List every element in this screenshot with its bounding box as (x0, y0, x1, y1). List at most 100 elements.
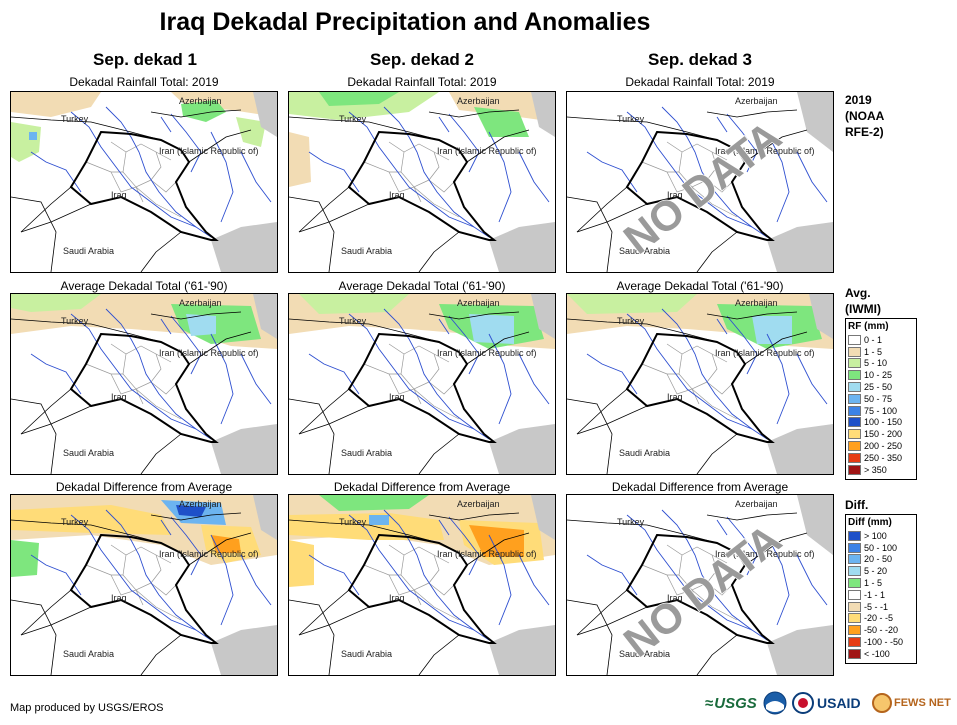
river-line (210, 534, 234, 626)
diff-legend-label: -20 - -5 (864, 613, 894, 624)
river-line (160, 519, 172, 536)
map-panel-r1-c2: Azerbaijan Turkey Iran (Islamic Republic o… (288, 91, 556, 273)
precip-fill (289, 540, 314, 587)
country-border (188, 532, 252, 566)
country-border (744, 129, 808, 163)
province-boundary (155, 353, 172, 363)
iraq-border (347, 332, 497, 443)
label-iran: Iran (Islamic Republic of) (715, 348, 815, 358)
precip-fill (469, 314, 514, 344)
rf-legend-label: 200 - 250 (864, 441, 903, 452)
province-boundary (711, 151, 728, 161)
province-boundary (155, 151, 172, 161)
river-line (448, 113, 480, 173)
precip-fill (11, 505, 171, 535)
map-panel-r1-c3: Azerbaijan Turkey Iran (Islamic Republic o… (566, 91, 834, 273)
river-line (383, 308, 490, 440)
river-line (170, 315, 202, 375)
province-boundary (711, 353, 728, 363)
rf-legend-label: 150 - 200 (864, 429, 903, 440)
province-boundary (400, 554, 430, 591)
row-label-avg: Avg. (IWMI) (845, 286, 881, 316)
label-saudi-arabia: Saudi Arabia (619, 246, 670, 256)
sea-shape (767, 424, 833, 474)
river-line (210, 333, 234, 425)
province-boundary (678, 151, 708, 188)
country-border (466, 129, 530, 163)
river-line (626, 111, 753, 228)
label-iraq: Iraq (389, 190, 405, 200)
country-border (706, 311, 798, 320)
label-iraq: Iraq (667, 392, 683, 402)
river-line (661, 509, 768, 641)
label-turkey: Turkey (617, 517, 645, 527)
river-line (383, 509, 490, 641)
label-azerbaijan: Azerbaijan (457, 298, 500, 308)
panel-title-r2-c1: Average Dekadal Total ('61-'90) (60, 279, 228, 293)
country-border (696, 433, 738, 474)
label-saudi-arabia: Saudi Arabia (63, 246, 114, 256)
diff-legend-swatch (848, 625, 861, 636)
column-header-dekad-1: Sep. dekad 1 (93, 50, 197, 69)
river-line (105, 308, 212, 440)
rf-legend-item: 250 - 350 (848, 452, 914, 464)
country-border (298, 333, 380, 435)
country-border (696, 231, 738, 272)
river-line (626, 514, 753, 631)
province-boundary (388, 141, 455, 193)
precip-fill (11, 294, 101, 312)
column-header-dekad-3: Sep. dekad 3 (648, 50, 752, 69)
rf-legend-label: 1 - 5 (864, 346, 883, 357)
rf-legend-swatch (848, 382, 861, 393)
label-saudi-arabia: Saudi Arabia (63, 448, 114, 458)
country-border (140, 433, 182, 474)
country-border (289, 599, 335, 675)
label-iraq: Iraq (111, 593, 127, 603)
precip-fill (469, 525, 524, 557)
map-svg: Azerbaijan Turkey Iran (Islamic Republic o… (567, 495, 833, 675)
river-line (726, 315, 758, 375)
river-line (348, 313, 475, 430)
country-border (289, 196, 335, 272)
map-panel-r3-c1: Azerbaijan Turkey Iran (Islamic Republic o… (10, 494, 278, 676)
precip-fill (449, 92, 555, 122)
diff-legend-label: 5 - 20 (864, 566, 888, 577)
river-line (308, 554, 360, 596)
diff-legend-item: -50 - -20 (848, 624, 914, 636)
precip-fill (752, 316, 792, 344)
rf-legend-label: 0 - 1 (864, 334, 883, 345)
label-saudi-arabia: Saudi Arabia (63, 649, 114, 659)
river-line (438, 318, 450, 335)
panel-title-r2-c2: Average Dekadal Total ('61-'90) (338, 279, 506, 293)
country-border (696, 634, 738, 675)
river-line (766, 333, 790, 425)
river-line (30, 554, 82, 596)
province-boundary (666, 544, 733, 596)
river-line (30, 353, 82, 395)
noaa-logo-icon (763, 690, 787, 716)
usaid-logo: USAID (792, 690, 861, 716)
label-iran: Iran (Islamic Republic of) (159, 146, 259, 156)
river-line (766, 131, 790, 223)
province-boundary (363, 161, 401, 173)
fewsnet-globe-icon (872, 693, 892, 713)
label-iraq: Iraq (389, 392, 405, 402)
label-turkey: Turkey (61, 114, 89, 124)
panel-title-r1-c3: Dekadal Rainfall Total: 2019 (625, 75, 775, 89)
iraq-border (625, 533, 775, 644)
sea-shape (253, 92, 277, 137)
panel-title-r2-c3: Average Dekadal Total ('61-'90) (616, 279, 784, 293)
label-azerbaijan: Azerbaijan (735, 499, 778, 509)
rf-legend-item: 1 - 5 (848, 346, 914, 358)
rf-legend-swatch (848, 358, 861, 369)
rf-legend-swatch (848, 441, 861, 452)
country-border (466, 532, 530, 566)
river-line (210, 131, 234, 223)
row-label-diff: Diff. (845, 498, 869, 512)
precip-fill (236, 117, 266, 147)
diff-legend-title: Diff (mm) (848, 517, 892, 528)
precip-fill (289, 513, 444, 540)
country-border (140, 634, 182, 675)
country-border (289, 398, 335, 474)
